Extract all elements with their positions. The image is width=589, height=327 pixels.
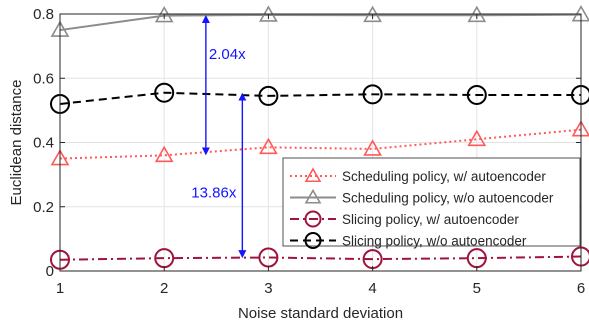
data-point: [467, 129, 487, 147]
y-tick-label: 0.6: [33, 70, 54, 87]
data-point: [258, 85, 279, 106]
x-tick-label: 3: [264, 280, 272, 297]
y-tick-label: 0.8: [33, 6, 54, 23]
legend: Scheduling policy, w/ autoencoder Schedul…: [282, 157, 581, 249]
legend-label: Slicing policy, w/ autoencoder: [342, 212, 519, 227]
legend-marker: [304, 188, 322, 204]
x-tick-label: 1: [56, 280, 64, 297]
data-point: [259, 137, 278, 155]
legend-label: Scheduling policy, w/o autoencoder: [342, 191, 554, 206]
legend-box: [282, 157, 581, 247]
legend-entry-0: Scheduling policy, w/ autoencoder: [290, 167, 546, 184]
series-line: [59, 91, 581, 105]
data-point: [466, 84, 487, 105]
legend-label: Slicing policy, w/o autoencoder: [342, 234, 527, 249]
series-line: [59, 13, 582, 32]
x-axis-label: Noise standard deviation: [238, 305, 403, 322]
legend-label: Scheduling policy, w/ autoencoder: [342, 169, 546, 184]
data-point: [154, 5, 174, 23]
legend-entry-2: Slicing policy, w/ autoencoder: [290, 210, 519, 228]
y-axis-ticks: 0 0.2 0.4 0.6 0.8: [33, 6, 581, 280]
y-tick-label: 0.4: [33, 135, 54, 152]
x-tick-label: 6: [577, 280, 585, 297]
x-tick-label: 2: [160, 280, 168, 297]
y-axis-label: Euclidean distance: [8, 80, 25, 206]
legend-marker: [304, 232, 322, 249]
data-point: [154, 145, 174, 163]
series-line: [59, 255, 582, 261]
annotation-label: 13.86x: [191, 184, 237, 201]
data-point: [362, 84, 383, 105]
legend-marker: [304, 167, 322, 183]
data-point: [363, 139, 382, 156]
legend-entry-1: Scheduling policy, w/o autoencoder: [290, 188, 554, 206]
y-tick-label: 0.2: [33, 199, 54, 216]
x-tick-label: 5: [473, 280, 481, 297]
legend-marker: [304, 210, 322, 228]
legend-entry-3: Slicing policy, w/o autoencoder: [290, 232, 527, 249]
series-line: [59, 128, 582, 160]
x-tick-label: 4: [368, 280, 376, 297]
annotation-layer: 2.04x 13.86x: [191, 14, 247, 259]
data-point: [154, 82, 175, 103]
y-tick-label: 0: [46, 263, 54, 280]
x-axis-ticks: 1 2 3 4 5 6: [56, 14, 585, 297]
annotation-label: 2.04x: [209, 46, 246, 63]
